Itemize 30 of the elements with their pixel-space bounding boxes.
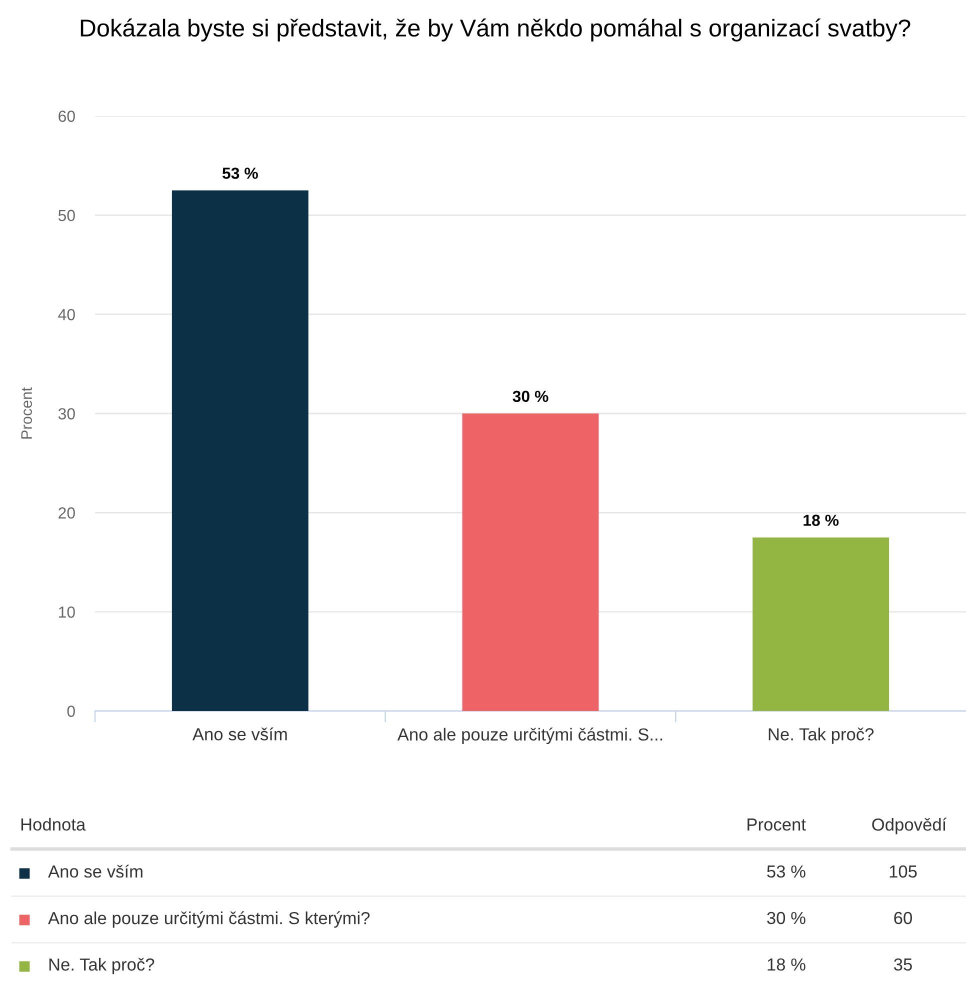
x-tick-label: Ano ale pouze určitými částmi. S... xyxy=(397,728,662,744)
text: 105 xyxy=(890,865,917,878)
text: 53 % xyxy=(767,865,806,878)
y-tick-label: 40 xyxy=(58,308,75,320)
text: 30 % xyxy=(767,912,806,924)
text: Ano ale pouze určitými částmi. S kterými? xyxy=(48,911,370,928)
text: Ano se vším xyxy=(48,864,142,878)
bar xyxy=(752,537,890,711)
y-tick-label: 10 xyxy=(59,606,75,618)
text: Procent xyxy=(748,818,806,831)
text: 18 % xyxy=(768,958,806,971)
y-tick-label: 60 xyxy=(58,110,75,122)
y-tick-label: 50 xyxy=(58,210,75,222)
bar xyxy=(172,190,308,711)
text: 35 xyxy=(894,958,912,971)
bar xyxy=(462,414,599,711)
x-tick-label: Ne. Tak proč? xyxy=(768,728,874,744)
data-label: 30 % xyxy=(512,390,548,402)
text: Ne. Tak proč? xyxy=(49,958,154,974)
y-axis-title: Procent xyxy=(21,387,32,439)
x-tick-label: Ano se vším xyxy=(192,727,287,740)
text: 60 xyxy=(894,912,912,924)
text: Hodnota xyxy=(21,818,86,831)
y-tick-label: 30 xyxy=(58,408,75,420)
chart-title: Dokázala byste si představit, že by Vám někdo pomáhal s organizací svatby? xyxy=(80,18,910,42)
y-tick-label: 0 xyxy=(67,706,75,717)
data-label: 53 % xyxy=(222,168,258,179)
y-tick-label: 20 xyxy=(58,507,75,519)
data-label: 18 % xyxy=(804,514,839,526)
text: Odpovědí xyxy=(872,818,947,834)
